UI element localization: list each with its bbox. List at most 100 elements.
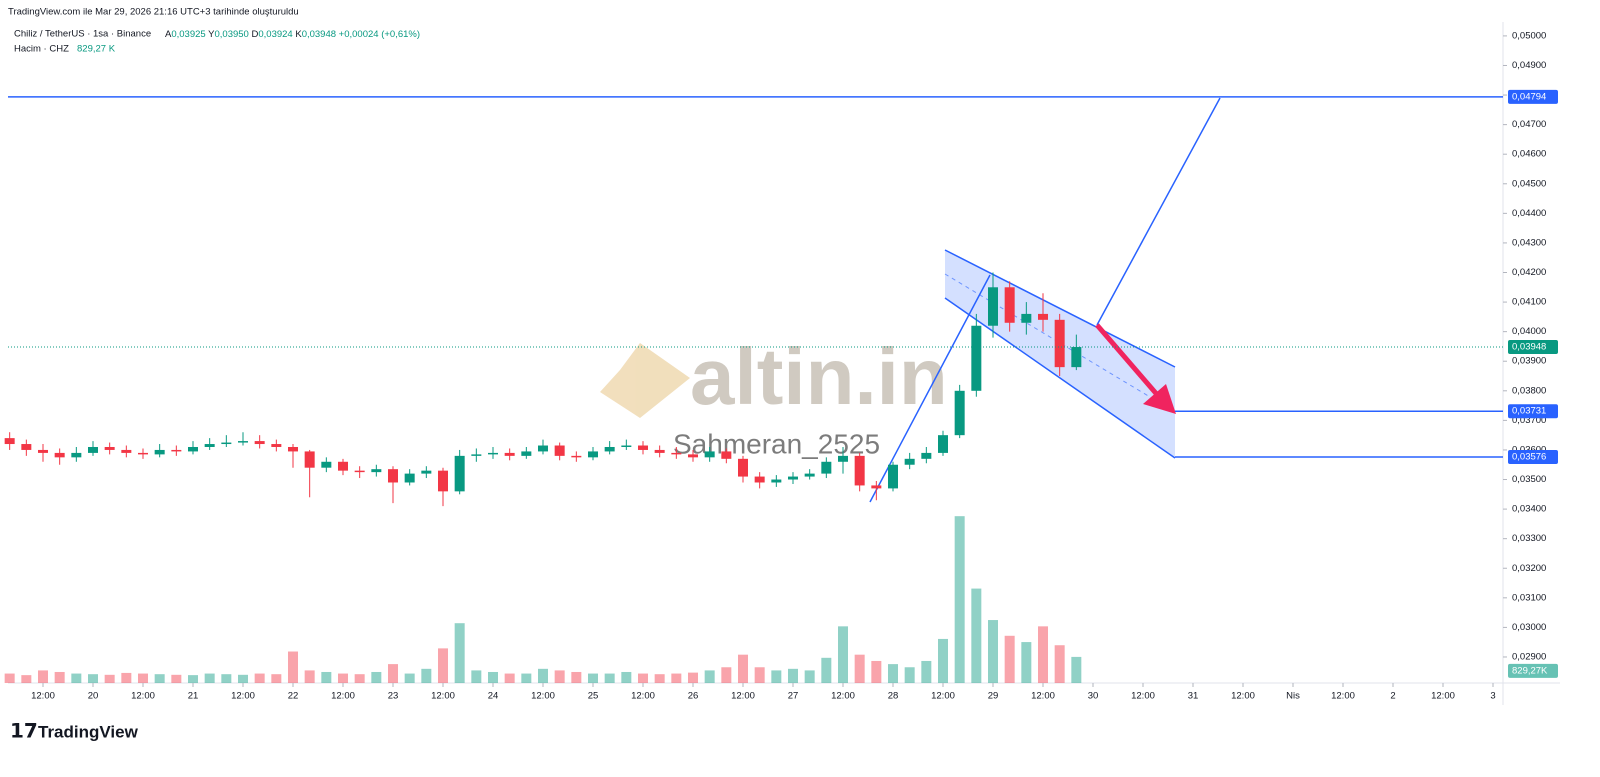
candle-body — [804, 473, 815, 477]
x-tick-label: 27 — [788, 691, 799, 702]
candle-body — [721, 451, 732, 459]
volume-bar — [288, 651, 298, 683]
volume-bar — [71, 673, 82, 683]
ohlc-value: 0,03924 — [258, 29, 292, 40]
candle-body — [1004, 287, 1015, 323]
candle-body — [538, 445, 548, 452]
candle-body — [704, 451, 715, 458]
candle-body — [1054, 319, 1065, 368]
x-tick-label: 12:00 — [131, 691, 155, 702]
volume-bar — [738, 654, 748, 683]
trend-line — [869, 274, 991, 503]
candle-body — [304, 451, 315, 468]
volume-bar — [771, 670, 782, 683]
x-tick-label: 28 — [888, 691, 899, 702]
volume-bar — [538, 668, 548, 683]
volume-bar — [221, 674, 232, 683]
last-price-marker — [1508, 340, 1558, 355]
candle-body — [788, 476, 798, 480]
volume-bar — [904, 667, 915, 683]
watermark: altin.in — [600, 332, 948, 421]
candle-body — [771, 479, 782, 483]
volume-bar — [471, 670, 482, 683]
series — [4, 272, 1082, 683]
level-marker — [1508, 404, 1558, 419]
last-price-label: 0,03948 — [1512, 342, 1546, 353]
candle-body — [221, 442, 232, 445]
candle-body — [854, 455, 865, 486]
ohlc-value: 0,03948 — [302, 29, 336, 40]
candle-body — [588, 451, 598, 458]
author: Sahmeran_2525 — [673, 428, 880, 459]
candle-body — [754, 476, 765, 483]
y-tick-label: 0,03800 — [1512, 385, 1546, 396]
x-tick-label: 30 — [1088, 691, 1099, 702]
candle-body — [421, 470, 432, 474]
candle-body — [604, 446, 615, 452]
volume-bar — [38, 670, 48, 683]
created-note: TradingView.com ile Mar 29, 2026 21:16 U… — [8, 7, 299, 18]
candle-body — [654, 449, 665, 453]
y-tick-label: 0,04400 — [1512, 208, 1546, 219]
ohlc-legend: A0,03925 Y0,03950 D0,03924 K0,03948 +0,0… — [165, 29, 420, 40]
y-tick-label: 0,02900 — [1512, 651, 1546, 662]
y-tick-label: 0,04100 — [1512, 297, 1546, 308]
y-tick-label: 0,04000 — [1512, 326, 1546, 337]
volume-bar — [438, 648, 448, 683]
footer: 𝟭𝟳 TradingView — [10, 720, 139, 742]
volume-bar — [1004, 635, 1015, 683]
volume-bar — [788, 668, 798, 683]
y-tick-label: 0,04500 — [1512, 178, 1546, 189]
y-tick-label: 0,03200 — [1512, 563, 1546, 574]
candle-body — [988, 287, 998, 326]
candle-body — [438, 470, 448, 492]
volume-bar — [854, 654, 865, 683]
candle-body — [821, 461, 832, 474]
candle-body — [271, 444, 282, 447]
volume-bar — [338, 673, 348, 683]
level-label: 0,03576 — [1512, 452, 1546, 463]
candle-body — [154, 449, 165, 455]
x-tick-label: 20 — [88, 691, 99, 702]
volume-bar — [321, 671, 332, 683]
change-label: +0,00024 (+0,61%) — [339, 29, 420, 40]
volume-bar — [254, 673, 265, 683]
volume-bar — [888, 664, 898, 683]
volume-bar — [1054, 645, 1065, 683]
arrow-shaft — [1095, 323, 1162, 400]
candle-body — [1071, 347, 1082, 368]
x-tick-label: 2 — [1390, 691, 1395, 702]
volume-bar — [138, 673, 148, 683]
volume-bar — [238, 674, 248, 683]
volume-bar — [4, 673, 15, 683]
x-tick-label: 12:00 — [731, 691, 755, 702]
volume-bar — [838, 626, 848, 683]
volume-bar — [688, 672, 698, 683]
volume-bar — [188, 675, 198, 683]
candle-body — [138, 452, 148, 455]
volume-bar — [554, 670, 565, 683]
candle-body — [254, 441, 265, 445]
x-tick-label: 24 — [488, 691, 499, 702]
y-tick-label: 0,04600 — [1512, 149, 1546, 160]
candle-body — [354, 470, 365, 473]
ohlc-key: K — [295, 29, 302, 40]
y-tick-label: 0,03600 — [1512, 444, 1546, 455]
volume-bar — [521, 673, 532, 683]
y-tick-label: 0,05000 — [1512, 30, 1546, 41]
candle-body — [1038, 313, 1048, 320]
candle-body — [471, 454, 482, 456]
ohlc-key: Y — [208, 29, 215, 40]
candle-body — [938, 435, 948, 453]
arrow-head — [1143, 384, 1176, 414]
volume-bar — [54, 671, 65, 683]
candle-body — [321, 461, 332, 468]
volume-bar — [638, 673, 648, 683]
ohlc-value: 0,03925 — [171, 29, 205, 40]
candle-body — [571, 455, 582, 458]
x-tick-label: 12:00 — [1131, 691, 1155, 702]
candle-body — [504, 452, 515, 456]
ohlc-key: D — [251, 29, 258, 40]
candle-body — [371, 469, 382, 473]
candle-body — [454, 455, 465, 492]
